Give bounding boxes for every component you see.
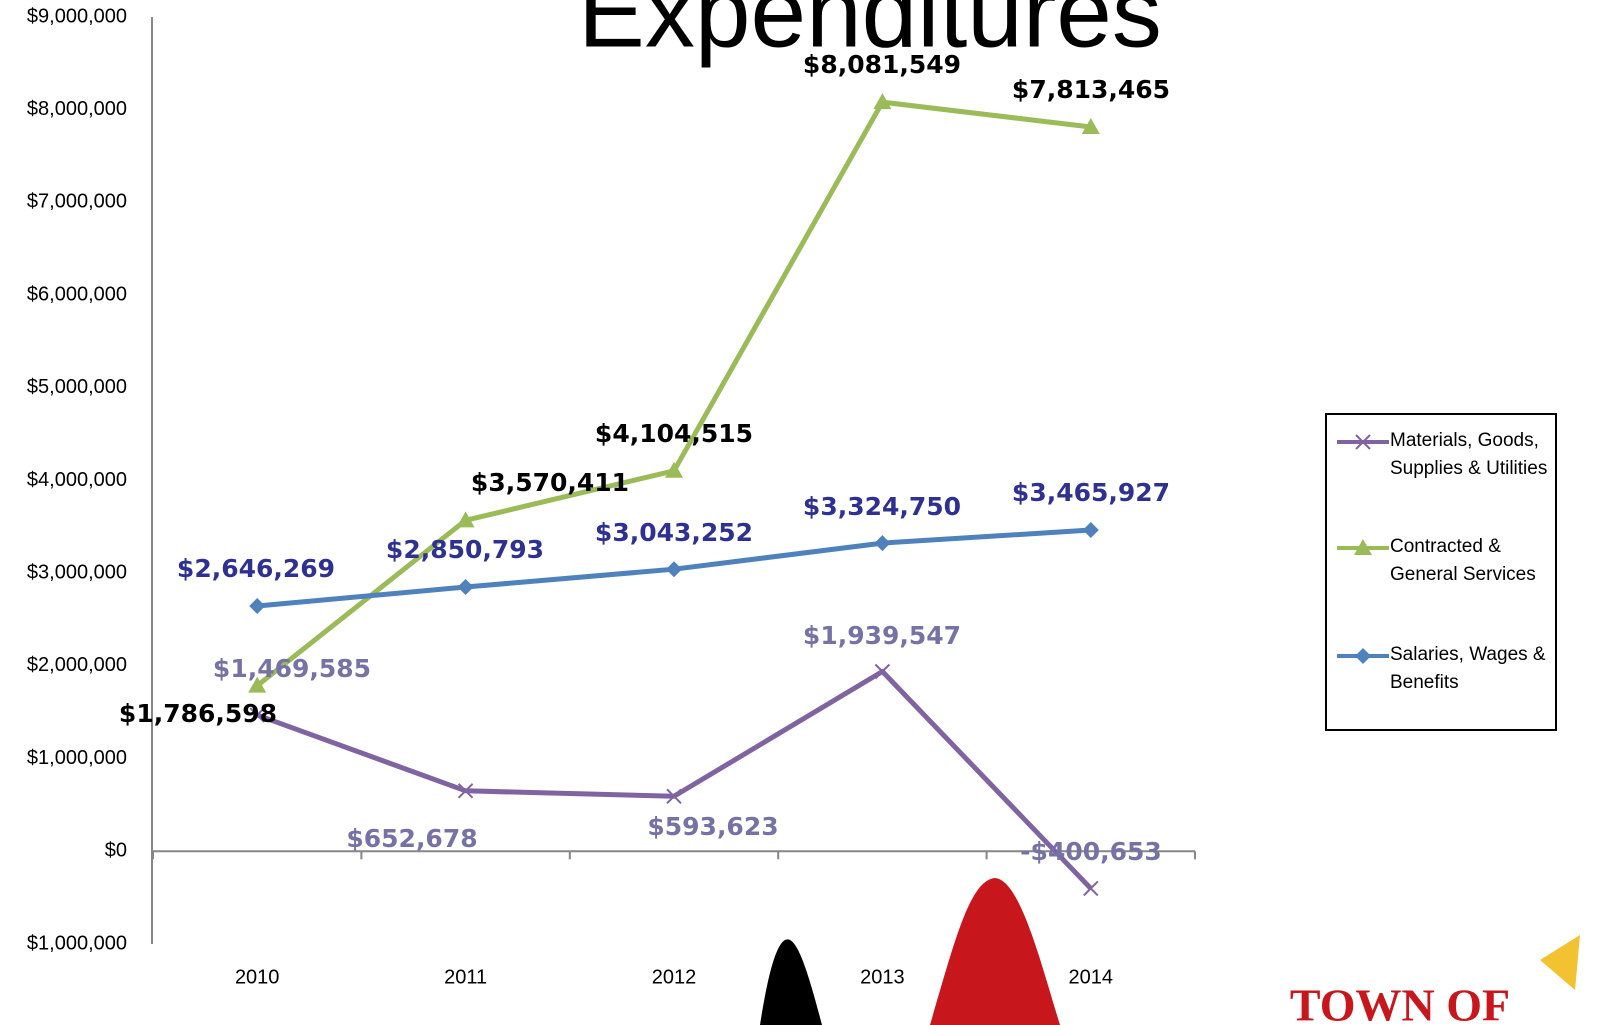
data-label: $1,939,547 <box>803 621 961 650</box>
series-line <box>255 99 1092 688</box>
point-marker <box>874 663 891 680</box>
point-marker <box>666 561 682 578</box>
data-label: $8,081,549 <box>803 50 961 79</box>
x-tick-label: 2011 <box>444 966 487 988</box>
legend-swatch <box>1337 434 1389 450</box>
data-label: $3,570,411 <box>471 468 629 497</box>
data-label: $1,786,598 <box>119 699 277 728</box>
data-label: $2,850,793 <box>386 535 544 564</box>
data-label: $1,469,585 <box>213 654 371 683</box>
point-marker <box>456 511 475 528</box>
y-tick-label: $7,000,000 <box>27 191 127 213</box>
y-tick-label: $8,000,000 <box>27 98 127 120</box>
point-marker <box>666 788 682 804</box>
legend-swatch <box>1337 648 1389 664</box>
point-marker <box>457 783 474 799</box>
point-marker <box>248 676 267 693</box>
logo-text: TOWN OF <box>1290 980 1510 1025</box>
y-tick-label: $1,000,000 <box>27 932 127 954</box>
data-label: $7,813,465 <box>1012 75 1170 104</box>
point-marker <box>873 93 892 110</box>
y-tick-label: $0 <box>105 840 127 862</box>
legend-label: Materials, Goods, Supplies & Utilities <box>1390 430 1548 479</box>
point-marker <box>1081 117 1100 134</box>
point-marker <box>249 597 266 614</box>
series-line <box>256 669 1093 891</box>
point-marker <box>1083 880 1099 897</box>
data-label: $652,678 <box>346 824 477 853</box>
logo-peak-red <box>930 878 1060 1025</box>
y-tick-label: $9,000,000 <box>27 5 127 27</box>
logo-shape <box>1540 935 1580 990</box>
data-label: $2,646,269 <box>177 554 335 583</box>
x-tick-label: 2013 <box>860 966 905 988</box>
legend-marker <box>1355 434 1371 450</box>
y-tick-label: $4,000,000 <box>27 469 127 491</box>
y-tick-label: $5,000,000 <box>27 376 127 398</box>
data-label: $3,324,750 <box>803 492 961 521</box>
legend-marker <box>1354 539 1372 555</box>
data-label: $3,465,927 <box>1012 478 1170 507</box>
legend-label: Salaries, Wages & Benefits <box>1390 644 1546 693</box>
point-marker <box>665 461 683 478</box>
data-label: $593,623 <box>647 812 778 841</box>
logo-peak-black <box>760 939 822 1025</box>
legend-label: Contracted & General Services <box>1390 536 1536 585</box>
point-marker <box>1082 522 1099 539</box>
point-marker <box>457 579 474 596</box>
y-tick-label: $6,000,000 <box>27 283 127 305</box>
data-label: $3,043,252 <box>595 518 753 547</box>
data-label: -$400,653 <box>1020 837 1162 866</box>
legend-swatch <box>1337 539 1389 555</box>
x-tick-label: 2012 <box>652 966 697 988</box>
data-label: $4,104,515 <box>595 419 753 448</box>
chart-title: Expenditures <box>578 0 1162 68</box>
y-tick-label: $3,000,000 <box>27 561 127 583</box>
legend-marker <box>1355 648 1371 664</box>
legend: Materials, Goods, Supplies & Utilities Co… <box>1325 413 1557 731</box>
x-tick-label: 2014 <box>1069 966 1114 988</box>
y-tick-label: $2,000,000 <box>27 654 127 676</box>
x-tick-label: 2010 <box>235 966 280 988</box>
point-marker <box>874 535 891 552</box>
y-tick-label: $1,000,000 <box>27 747 127 769</box>
point-marker <box>249 707 265 723</box>
